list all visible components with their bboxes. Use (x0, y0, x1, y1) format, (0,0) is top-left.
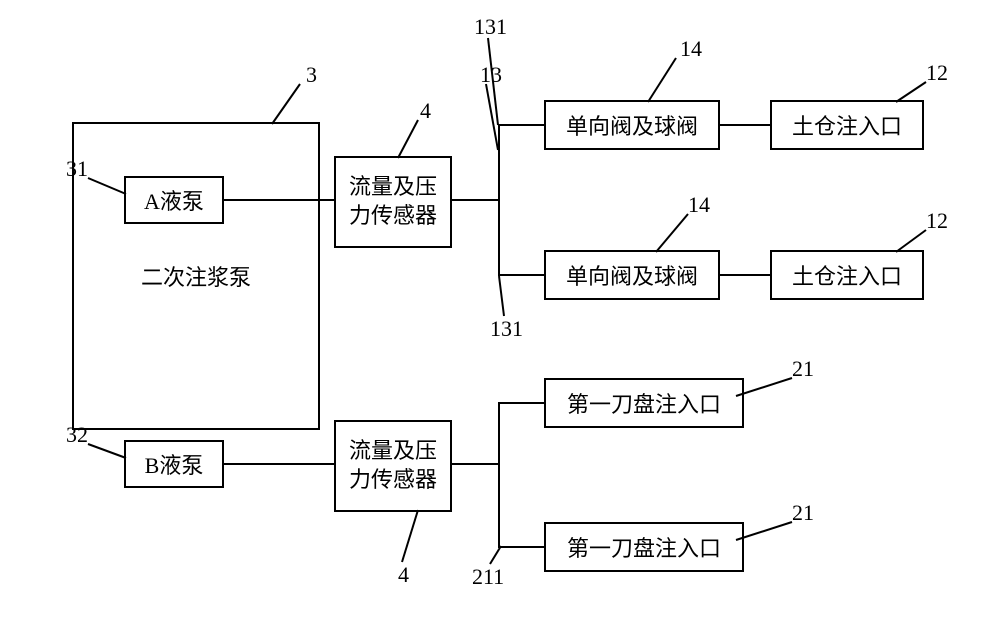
soil-bottom-label: 土仓注入口 (792, 259, 902, 291)
pump-b-label: B液泵 (145, 448, 204, 480)
sensor-bottom-line1: 流量及压 (349, 437, 437, 466)
label-12b: 12 (926, 208, 948, 234)
box-soil-top: 土仓注入口 (770, 100, 924, 150)
pump-a-label: A液泵 (144, 184, 204, 216)
diagram-canvas: 二次注浆泵 A液泵 B液泵 流量及压 力传感器 流量及压 力传感器 单向阀及球阀… (0, 0, 1000, 624)
main-pump-label: 二次注浆泵 (141, 260, 251, 292)
label-12a: 12 (926, 60, 948, 86)
label-4a: 4 (420, 98, 431, 124)
conn-jb-cutter-bottom (498, 546, 544, 548)
box-sensor-bottom: 流量及压 力传感器 (334, 420, 452, 512)
box-sensor-top: 流量及压 力传感器 (334, 156, 452, 248)
valve-top-label: 单向阀及球阀 (566, 109, 698, 141)
label-4b: 4 (398, 562, 409, 588)
label-3: 3 (306, 62, 317, 88)
sensor-top-line1: 流量及压 (349, 173, 437, 202)
conn-junction-bottom-v (498, 402, 500, 548)
label-13: 13 (480, 62, 502, 88)
box-pump-b: B液泵 (124, 440, 224, 488)
sensor-top-line2: 力传感器 (349, 202, 437, 231)
label-211: 211 (472, 564, 504, 590)
sensor-bottom-line2: 力传感器 (349, 466, 437, 495)
label-131b: 131 (490, 316, 523, 342)
box-cutter-top: 第一刀盘注入口 (544, 378, 744, 428)
box-soil-bottom: 土仓注入口 (770, 250, 924, 300)
conn-b-sensor (224, 463, 334, 465)
cutter-bottom-label: 第一刀盘注入口 (567, 531, 721, 563)
valve-bottom-label: 单向阀及球阀 (566, 259, 698, 291)
box-main-pump: 二次注浆泵 (72, 122, 320, 430)
conn-junction-top-v (498, 124, 500, 276)
label-21b: 21 (792, 500, 814, 526)
label-32: 32 (66, 422, 88, 448)
conn-jt-valve-bottom (498, 274, 544, 276)
conn-sensor-bottom-h (452, 463, 500, 465)
soil-top-label: 土仓注入口 (792, 109, 902, 141)
conn-sensor-top-h (452, 199, 500, 201)
conn-valve-soil-top (720, 124, 770, 126)
label-14a: 14 (680, 36, 702, 62)
box-valve-bottom: 单向阀及球阀 (544, 250, 720, 300)
conn-a-sensor (224, 199, 334, 201)
label-131a: 131 (474, 14, 507, 40)
box-valve-top: 单向阀及球阀 (544, 100, 720, 150)
conn-valve-soil-bottom (720, 274, 770, 276)
conn-jt-valve-top (498, 124, 544, 126)
box-pump-a: A液泵 (124, 176, 224, 224)
cutter-top-label: 第一刀盘注入口 (567, 387, 721, 419)
label-21a: 21 (792, 356, 814, 382)
label-14b: 14 (688, 192, 710, 218)
box-cutter-bottom: 第一刀盘注入口 (544, 522, 744, 572)
label-31: 31 (66, 156, 88, 182)
conn-jb-cutter-top (498, 402, 544, 404)
